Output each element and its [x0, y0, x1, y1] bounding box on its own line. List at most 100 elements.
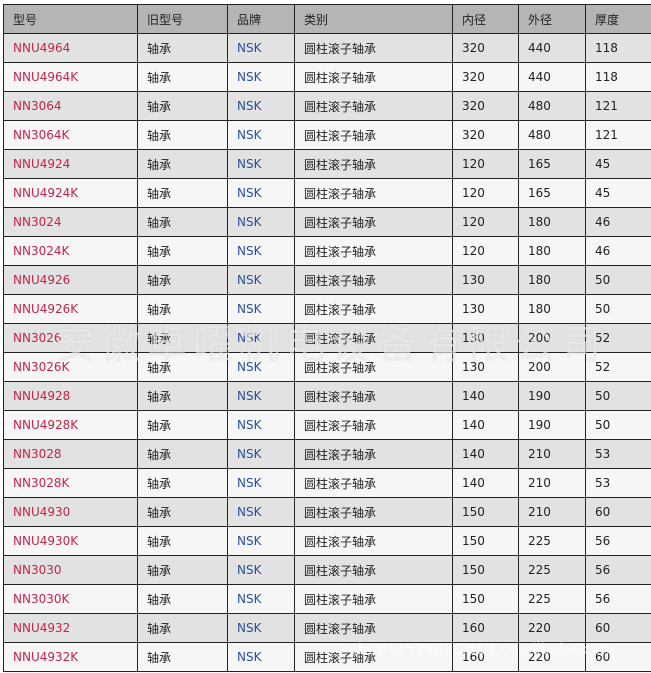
cell-model[interactable]: NN3030: [3, 555, 138, 585]
cell-model[interactable]: NNU4926K: [3, 294, 138, 324]
cell-thickness: 118: [585, 62, 651, 92]
cell-model[interactable]: NNU4928K: [3, 410, 138, 440]
cell-thickness: 46: [585, 207, 651, 237]
cell-old-model: 轴承: [137, 149, 228, 179]
cell-thickness: 53: [585, 468, 651, 498]
cell-model[interactable]: NNU4964K: [3, 62, 138, 92]
cell-model[interactable]: NNU4924K: [3, 178, 138, 208]
cell-brand[interactable]: NSK: [227, 33, 295, 63]
cell-brand[interactable]: NSK: [227, 410, 295, 440]
cell-thickness: 121: [585, 120, 651, 150]
table-row: NNU4964K 轴承 NSK 圆柱滚子轴承 320 440 118: [3, 62, 651, 92]
cell-category: 圆柱滚子轴承: [294, 497, 453, 527]
cell-model[interactable]: NN3064: [3, 91, 138, 121]
cell-old-model: 轴承: [137, 294, 228, 324]
cell-brand[interactable]: NSK: [227, 642, 295, 672]
cell-brand[interactable]: NSK: [227, 294, 295, 324]
cell-model[interactable]: NN3030K: [3, 584, 138, 614]
cell-brand[interactable]: NSK: [227, 526, 295, 556]
cell-brand[interactable]: NSK: [227, 468, 295, 498]
cell-category: 圆柱滚子轴承: [294, 62, 453, 92]
cell-model[interactable]: NN3026K: [3, 352, 138, 382]
header-old-model: 旧型号: [137, 4, 228, 34]
cell-brand[interactable]: NSK: [227, 323, 295, 353]
table-row: NNU4964 轴承 NSK 圆柱滚子轴承 320 440 118: [3, 33, 651, 63]
cell-category: 圆柱滚子轴承: [294, 613, 453, 643]
cell-inner-diameter: 120: [452, 207, 519, 237]
cell-category: 圆柱滚子轴承: [294, 555, 453, 585]
cell-inner-diameter: 150: [452, 555, 519, 585]
cell-brand[interactable]: NSK: [227, 613, 295, 643]
cell-model[interactable]: NN3026: [3, 323, 138, 353]
cell-thickness: 60: [585, 613, 651, 643]
header-inner-diameter: 内径: [452, 4, 519, 34]
cell-inner-diameter: 140: [452, 381, 519, 411]
cell-brand[interactable]: NSK: [227, 91, 295, 121]
cell-brand[interactable]: NSK: [227, 555, 295, 585]
cell-outer-diameter: 200: [518, 352, 586, 382]
cell-old-model: 轴承: [137, 497, 228, 527]
cell-outer-diameter: 440: [518, 62, 586, 92]
cell-model[interactable]: NN3028K: [3, 468, 138, 498]
table-row: NNU4924 轴承 NSK 圆柱滚子轴承 120 165 45: [3, 149, 651, 179]
cell-old-model: 轴承: [137, 468, 228, 498]
cell-brand[interactable]: NSK: [227, 236, 295, 266]
cell-model[interactable]: NNU4928: [3, 381, 138, 411]
cell-model[interactable]: NN3064K: [3, 120, 138, 150]
table-row: NNU4928 轴承 NSK 圆柱滚子轴承 140 190 50: [3, 381, 651, 411]
cell-brand[interactable]: NSK: [227, 62, 295, 92]
table-row: NNU4928K 轴承 NSK 圆柱滚子轴承 140 190 50: [3, 410, 651, 440]
cell-category: 圆柱滚子轴承: [294, 294, 453, 324]
header-brand: 品牌: [227, 4, 295, 34]
cell-outer-diameter: 480: [518, 120, 586, 150]
cell-model[interactable]: NNU4932K: [3, 642, 138, 672]
table-row: NNU4930K 轴承 NSK 圆柱滚子轴承 150 225 56: [3, 526, 651, 556]
cell-category: 圆柱滚子轴承: [294, 410, 453, 440]
cell-brand[interactable]: NSK: [227, 439, 295, 469]
table-row: NNU4926K 轴承 NSK 圆柱滚子轴承 130 180 50: [3, 294, 651, 324]
cell-brand[interactable]: NSK: [227, 120, 295, 150]
cell-inner-diameter: 320: [452, 91, 519, 121]
cell-model[interactable]: NNU4930: [3, 497, 138, 527]
cell-thickness: 50: [585, 265, 651, 295]
table-header-row: 型号 旧型号 品牌 类别 内径 外径 厚度: [3, 4, 651, 34]
cell-brand[interactable]: NSK: [227, 497, 295, 527]
cell-category: 圆柱滚子轴承: [294, 323, 453, 353]
cell-brand[interactable]: NSK: [227, 584, 295, 614]
cell-brand[interactable]: NSK: [227, 381, 295, 411]
cell-inner-diameter: 120: [452, 178, 519, 208]
cell-brand[interactable]: NSK: [227, 149, 295, 179]
cell-category: 圆柱滚子轴承: [294, 236, 453, 266]
table-row: NN3064K 轴承 NSK 圆柱滚子轴承 320 480 121: [3, 120, 651, 150]
cell-brand[interactable]: NSK: [227, 178, 295, 208]
cell-model[interactable]: NNU4930K: [3, 526, 138, 556]
cell-model[interactable]: NN3024K: [3, 236, 138, 266]
cell-category: 圆柱滚子轴承: [294, 468, 453, 498]
cell-outer-diameter: 220: [518, 642, 586, 672]
cell-old-model: 轴承: [137, 120, 228, 150]
cell-model[interactable]: NN3024: [3, 207, 138, 237]
cell-model[interactable]: NNU4924: [3, 149, 138, 179]
cell-outer-diameter: 180: [518, 265, 586, 295]
cell-inner-diameter: 130: [452, 294, 519, 324]
cell-model[interactable]: NNU4964: [3, 33, 138, 63]
cell-inner-diameter: 130: [452, 323, 519, 353]
cell-model[interactable]: NNU4926: [3, 265, 138, 295]
cell-model[interactable]: NNU4932: [3, 613, 138, 643]
cell-old-model: 轴承: [137, 555, 228, 585]
cell-old-model: 轴承: [137, 439, 228, 469]
cell-old-model: 轴承: [137, 613, 228, 643]
cell-category: 圆柱滚子轴承: [294, 526, 453, 556]
cell-thickness: 45: [585, 178, 651, 208]
cell-inner-diameter: 140: [452, 410, 519, 440]
cell-brand[interactable]: NSK: [227, 265, 295, 295]
cell-outer-diameter: 180: [518, 207, 586, 237]
cell-outer-diameter: 210: [518, 497, 586, 527]
cell-brand[interactable]: NSK: [227, 352, 295, 382]
cell-category: 圆柱滚子轴承: [294, 439, 453, 469]
table-row: NN3030 轴承 NSK 圆柱滚子轴承 150 225 56: [3, 555, 651, 585]
cell-old-model: 轴承: [137, 526, 228, 556]
cell-model[interactable]: NN3028: [3, 439, 138, 469]
cell-inner-diameter: 320: [452, 33, 519, 63]
cell-brand[interactable]: NSK: [227, 207, 295, 237]
